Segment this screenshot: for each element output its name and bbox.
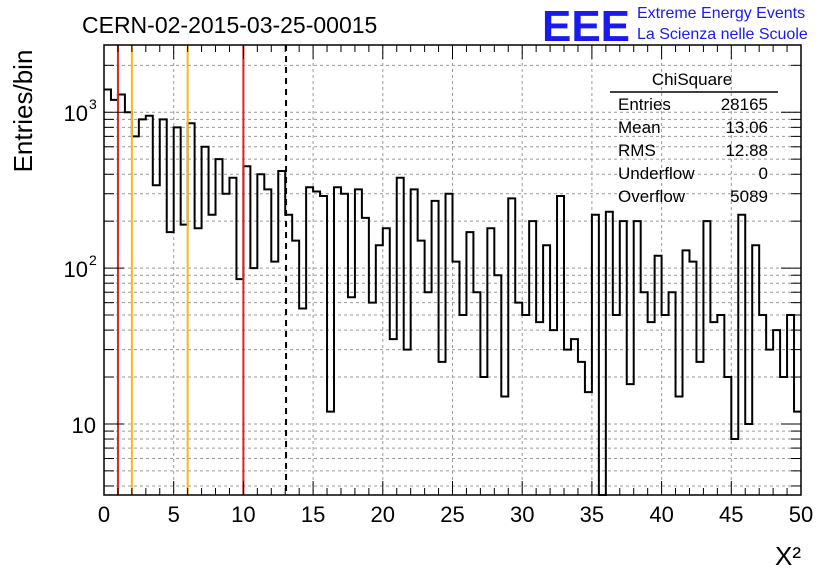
stats-value: 5089 [730,187,768,206]
x-tick-label: 20 [371,502,395,527]
histogram [104,88,801,496]
reference-lines [116,45,288,495]
x-axis-title: X² [775,541,801,571]
stats-label: Underflow [618,164,695,183]
x-tick-label: 50 [789,502,813,527]
y-tick-label: 10 [64,257,88,282]
x-tick-label: 15 [301,502,325,527]
stats-value: 0 [759,164,768,183]
chart-title: CERN-02-2015-03-25-00015 [82,12,377,38]
x-tick-label: 25 [440,502,464,527]
logo-mark: EEE [542,2,630,51]
y-tick-label: 10 [64,101,88,126]
logo-line2: La Scienza nelle Scuole [637,26,808,43]
x-tick-label: 40 [649,502,673,527]
x-tick-label: 5 [168,502,180,527]
x-tick-label: 45 [719,502,743,527]
x-tick-label: 35 [580,502,604,527]
stats-label: RMS [618,141,656,160]
x-tick-labels: 0 5 10 15 20 25 30 35 40 45 50 [98,502,813,527]
stats-value: 13.06 [725,118,768,137]
eee-logo: EEE Extreme Energy Events La Scienza nel… [542,2,808,51]
x-tick-label: 10 [231,502,255,527]
axis-ticks [103,45,802,495]
stats-value: 28165 [721,95,768,114]
stats-rows: Entries 28165 Mean 13.06 RMS 12.88 Underflow 0 O… [618,95,768,206]
histogram-steps [104,88,801,496]
y-tick-label: 10 [72,413,96,438]
stats-label: Overflow [618,187,686,206]
x-tick-label: 0 [98,502,110,527]
stats-value: 12.88 [725,141,768,160]
stats-label: Mean [618,118,661,137]
x-tick-label: 30 [510,502,534,527]
stats-title: ChiSquare [652,70,732,89]
logo-line1: Extreme Energy Events [637,5,805,22]
stats-label: Entries [618,95,671,114]
stats-box: ChiSquare Entries 28165 Mean 13.06 RMS 12.88 U… [610,70,778,206]
y-axis-title: Entries/bin [8,50,38,173]
y-tick-exponent: 3 [89,96,97,112]
y-tick-exponent: 2 [89,252,97,268]
